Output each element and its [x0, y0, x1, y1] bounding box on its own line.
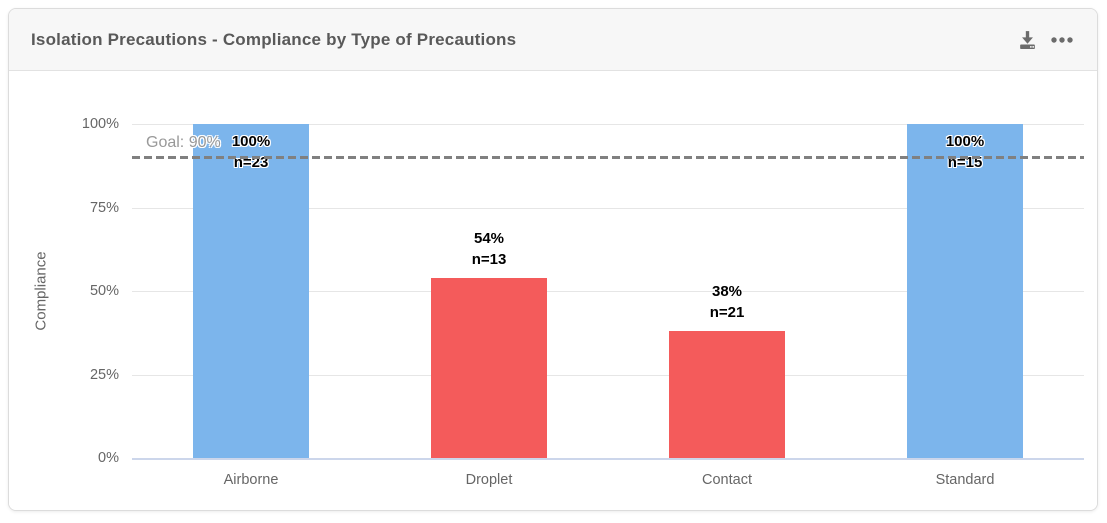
context-menu-button[interactable]	[1048, 33, 1077, 47]
bar-value-label: 54% n=13	[472, 228, 507, 270]
x-axis-category-label: Airborne	[223, 472, 279, 488]
x-axis-category-label: Standard	[935, 472, 995, 488]
download-button[interactable]	[1015, 27, 1040, 52]
bar-label-line: 38%	[711, 283, 743, 300]
bar-label-line: n=13	[471, 251, 507, 268]
y-axis-tick-label: 50%	[89, 283, 119, 299]
bar-label-line: 54%	[473, 230, 505, 247]
y-gridline	[132, 208, 1084, 209]
goal-line	[132, 156, 1084, 159]
chart-toolbar	[1015, 27, 1077, 52]
bar-label-line: 100%	[945, 133, 985, 150]
x-axis-category-label: Contact	[702, 472, 752, 488]
y-gridline	[132, 124, 1084, 125]
bar-standard[interactable]	[907, 124, 1023, 458]
bar-value-label: 100% n=15	[946, 131, 984, 173]
download-icon	[1017, 29, 1038, 50]
y-axis-title: Compliance	[32, 251, 50, 331]
bar-chart-plot: 0% 25% 50% 75% 100% Compliance 100% n=23 Airborn…	[9, 71, 1097, 510]
goal-label: Goal: 90%	[146, 134, 221, 151]
bar-airborne[interactable]	[193, 124, 309, 458]
y-axis-tick-label: 75%	[89, 200, 119, 216]
bar-contact[interactable]	[669, 331, 785, 458]
y-axis-tick-label: 0%	[98, 450, 119, 466]
chart-title: Isolation Precautions - Compliance by Ty…	[31, 29, 517, 49]
bar-label-line: 100%	[231, 133, 271, 150]
chart-card-header: Isolation Precautions - Compliance by Ty…	[9, 9, 1097, 71]
y-gridline	[132, 375, 1084, 376]
bar-value-label: 100% n=23	[232, 131, 270, 173]
x-axis-line	[132, 458, 1084, 460]
y-axis-tick-label: 25%	[89, 367, 119, 383]
bar-value-label: 38% n=21	[710, 281, 745, 323]
y-gridline	[132, 291, 1084, 292]
x-axis-category-label: Droplet	[465, 472, 513, 488]
bar-label-line: n=21	[709, 304, 745, 321]
y-axis-tick-label: 100%	[81, 116, 119, 132]
chart-card: Isolation Precautions - Compliance by Ty…	[8, 8, 1098, 511]
bar-droplet[interactable]	[431, 278, 547, 458]
context-menu-icon	[1050, 35, 1075, 45]
